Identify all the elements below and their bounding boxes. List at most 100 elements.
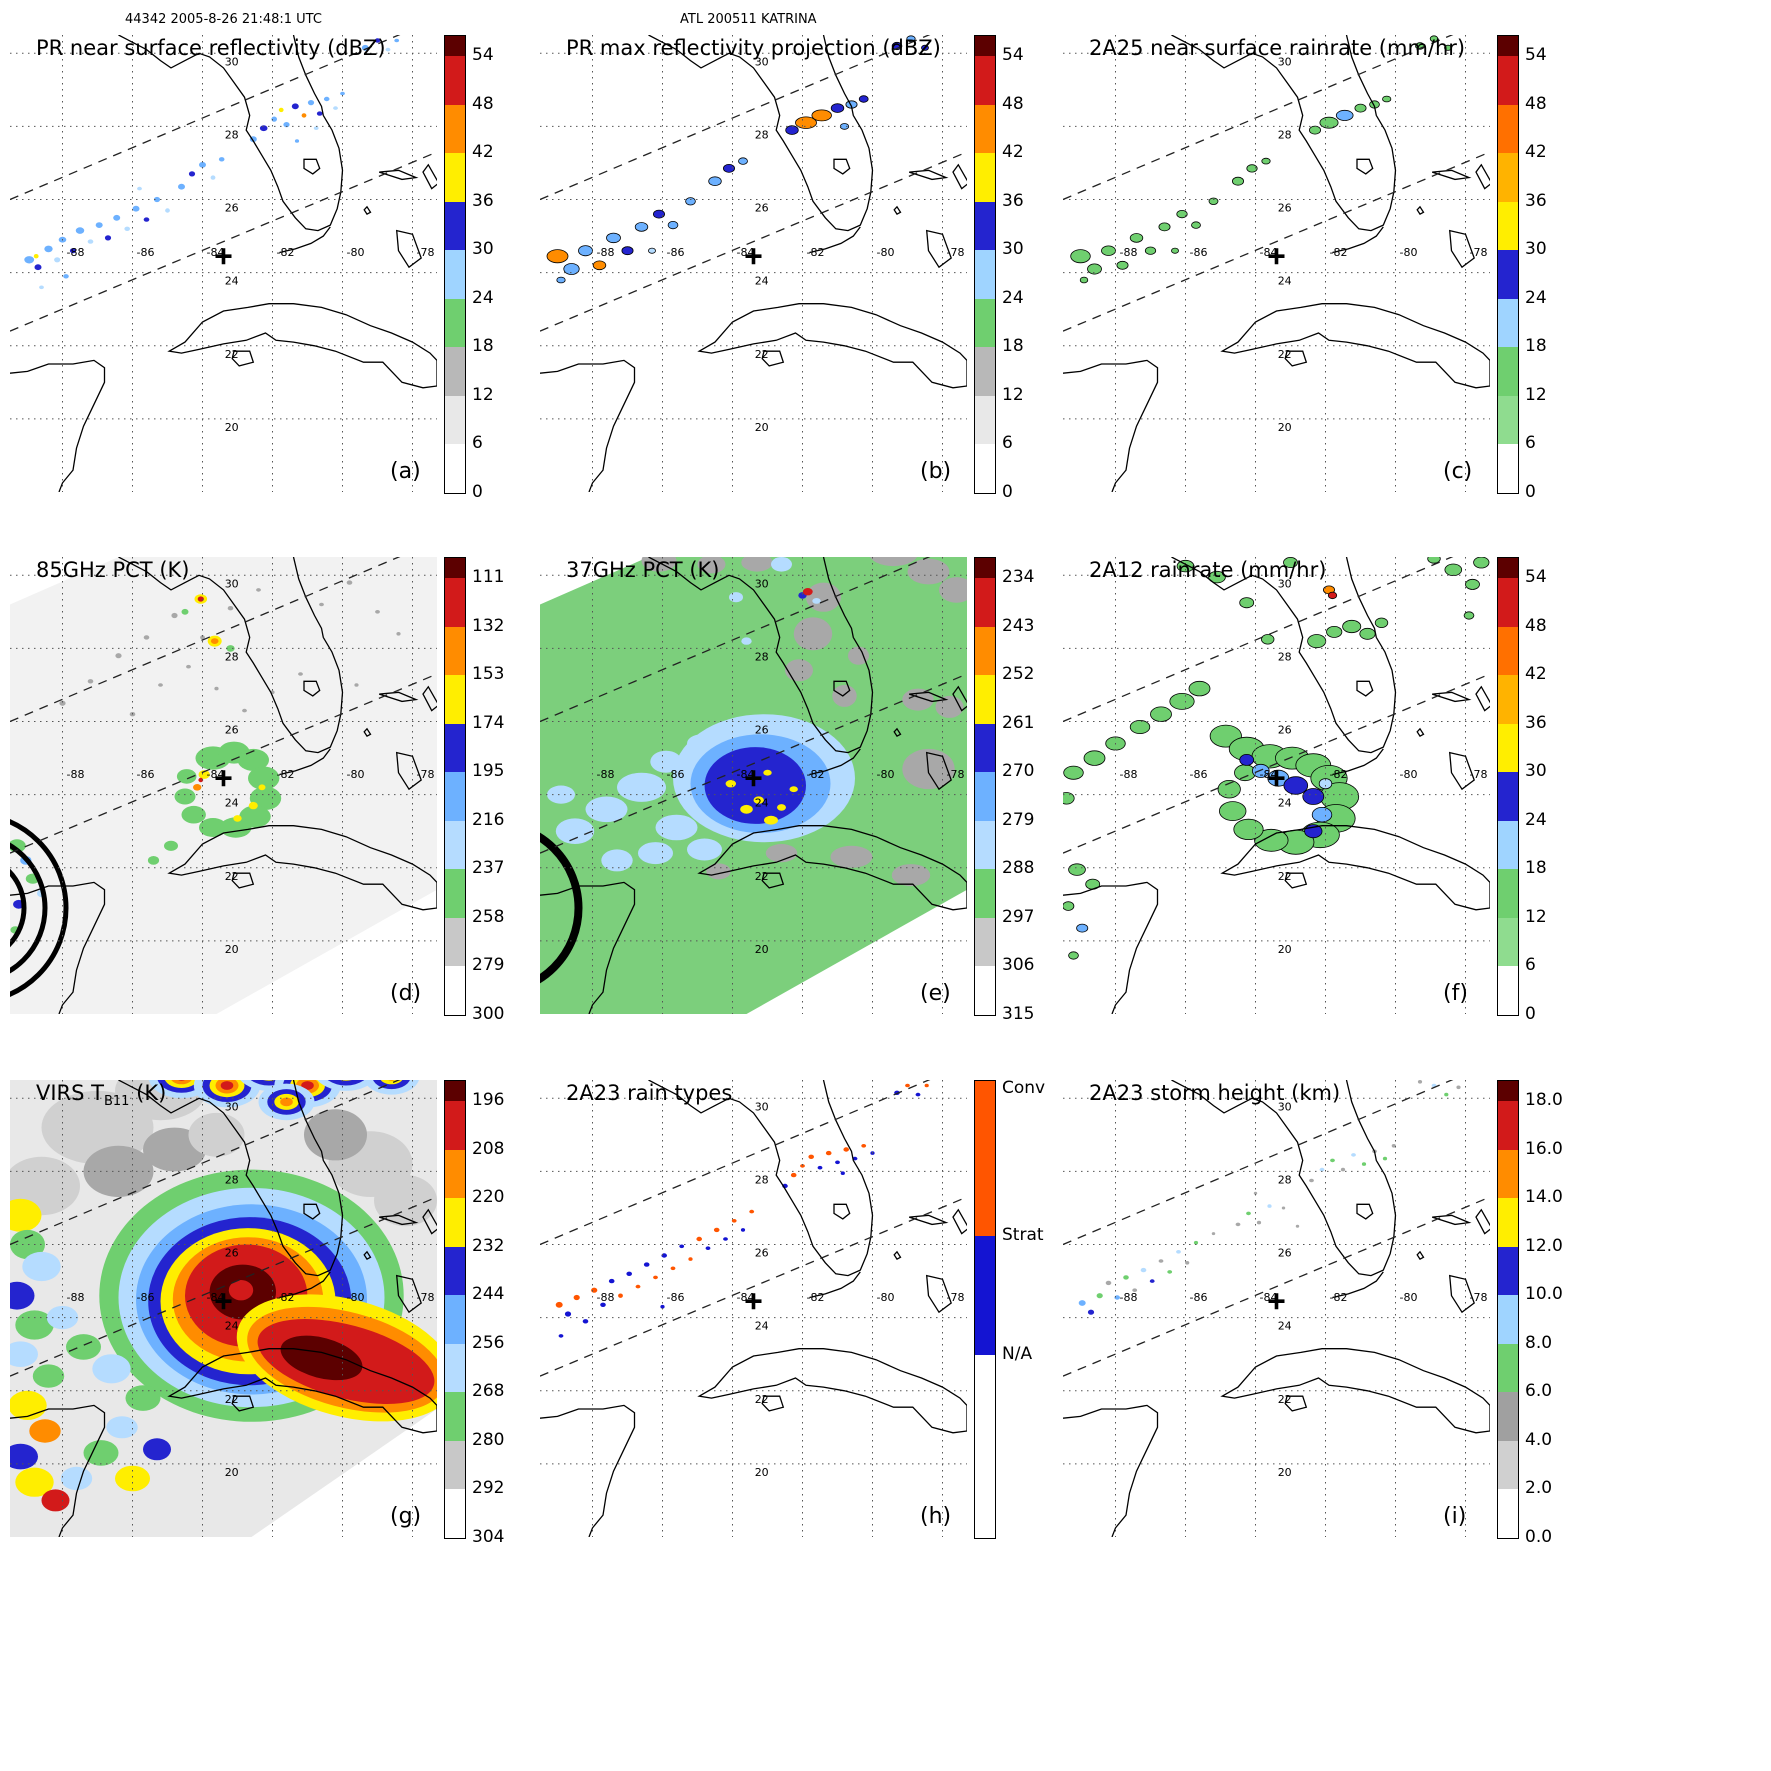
svg-text:28: 28 bbox=[755, 128, 769, 141]
colorbar-tick: 48 bbox=[472, 93, 494, 114]
svg-text:22: 22 bbox=[755, 1393, 769, 1406]
panel-c: -88 -86 -84 -82 -80 -78 20 22 24 26 28 30 2A25 near… bbox=[1063, 35, 1608, 520]
svg-text:30: 30 bbox=[1278, 1100, 1292, 1113]
colorbar bbox=[1497, 35, 1519, 494]
colorbar-tick: 54 bbox=[1525, 567, 1547, 587]
svg-text:24: 24 bbox=[755, 275, 769, 288]
svg-text:-80: -80 bbox=[877, 246, 895, 259]
colorbar bbox=[444, 557, 466, 1016]
svg-text:-88: -88 bbox=[597, 768, 615, 781]
colorbar bbox=[974, 1080, 996, 1539]
colorbar-tick: 24 bbox=[1525, 809, 1547, 830]
svg-text:26: 26 bbox=[755, 724, 769, 737]
svg-text:24: 24 bbox=[1278, 275, 1292, 288]
svg-text:-82: -82 bbox=[277, 768, 295, 781]
colorbar-tick: 14.0 bbox=[1525, 1187, 1563, 1208]
svg-text:20: 20 bbox=[755, 1466, 769, 1479]
colorbar-tick: 244 bbox=[472, 1284, 505, 1305]
colorbar-tick: 288 bbox=[1002, 858, 1035, 879]
colorbar-tick: 280 bbox=[472, 1429, 505, 1450]
svg-text:30: 30 bbox=[1278, 577, 1292, 590]
svg-text:28: 28 bbox=[1278, 650, 1292, 663]
colorbar-tick: 12 bbox=[1002, 384, 1024, 405]
svg-text:-88: -88 bbox=[1120, 768, 1138, 781]
colorbar-tick: 24 bbox=[1002, 287, 1024, 308]
svg-text:24: 24 bbox=[1278, 797, 1292, 810]
colorbar-tick: 261 bbox=[1002, 712, 1035, 733]
svg-text:30: 30 bbox=[225, 1100, 239, 1113]
svg-text:-88: -88 bbox=[67, 1291, 85, 1304]
colorbar-tick: 54 bbox=[1525, 45, 1547, 65]
svg-text:22: 22 bbox=[755, 348, 769, 361]
svg-text:30: 30 bbox=[225, 577, 239, 590]
colorbar-tick: 30 bbox=[1525, 761, 1547, 782]
colorbar-tick: 243 bbox=[1002, 615, 1035, 636]
colorbar-tick: 42 bbox=[1002, 142, 1024, 163]
svg-text:30: 30 bbox=[755, 1100, 769, 1113]
svg-text:28: 28 bbox=[755, 1173, 769, 1186]
svg-text:-78: -78 bbox=[947, 246, 965, 259]
colorbar-tick: 18 bbox=[1525, 336, 1547, 357]
svg-text:28: 28 bbox=[1278, 128, 1292, 141]
svg-text:-80: -80 bbox=[347, 768, 365, 781]
svg-text:24: 24 bbox=[225, 275, 239, 288]
panel-a: -88 -86 -84 -82 -80 -78 20 22 24 26 28 30 PR near s… bbox=[10, 35, 555, 520]
panel-e: -88 -86 -84 -82 -80 -78 20 22 24 26 28 30 37GHz PCT… bbox=[540, 557, 1085, 1042]
colorbar-tick: 0.0 bbox=[1525, 1527, 1553, 1547]
colorbar-tick: 36 bbox=[1525, 190, 1547, 211]
svg-text:22: 22 bbox=[1278, 1393, 1292, 1406]
svg-text:30: 30 bbox=[755, 55, 769, 68]
colorbar-tick: 270 bbox=[1002, 761, 1035, 782]
svg-text:-82: -82 bbox=[277, 1291, 295, 1304]
svg-text:28: 28 bbox=[755, 650, 769, 663]
svg-text:-78: -78 bbox=[1470, 246, 1488, 259]
svg-text:-82: -82 bbox=[807, 1291, 825, 1304]
colorbar-tick: 48 bbox=[1525, 93, 1547, 114]
colorbar-tick: 24 bbox=[1525, 287, 1547, 308]
svg-text:30: 30 bbox=[755, 577, 769, 590]
colorbar-tick: 18.0 bbox=[1525, 1090, 1563, 1110]
colorbar bbox=[444, 1080, 466, 1539]
colorbar bbox=[1497, 1080, 1519, 1539]
svg-text:-86: -86 bbox=[1190, 768, 1208, 781]
panel-b: -88 -86 -84 -82 -80 -78 20 22 24 26 28 30 PR max re… bbox=[540, 35, 1085, 520]
colorbar-tick: 12 bbox=[1525, 906, 1547, 927]
svg-text:26: 26 bbox=[1278, 1247, 1292, 1260]
svg-text:-88: -88 bbox=[597, 1291, 615, 1304]
colorbar-tick: 111 bbox=[472, 567, 505, 587]
svg-text:-88: -88 bbox=[1120, 246, 1138, 259]
panel-d: -88 -86 -84 -82 -80 -78 20 22 24 26 28 30 85GHz PCT… bbox=[10, 557, 555, 1042]
colorbar-tick: 304 bbox=[472, 1527, 505, 1547]
svg-text:22: 22 bbox=[225, 1393, 239, 1406]
svg-text:-78: -78 bbox=[1470, 1291, 1488, 1304]
svg-text:-82: -82 bbox=[1330, 768, 1348, 781]
colorbar-tick: 48 bbox=[1002, 93, 1024, 114]
colorbar-tick: 297 bbox=[1002, 906, 1035, 927]
colorbar-tick: 252 bbox=[1002, 664, 1035, 685]
svg-text:-86: -86 bbox=[667, 1291, 685, 1304]
colorbar-tick: 12.0 bbox=[1525, 1235, 1563, 1256]
svg-text:-82: -82 bbox=[807, 768, 825, 781]
colorbar-tick: 279 bbox=[472, 955, 505, 976]
svg-text:-80: -80 bbox=[347, 1291, 365, 1304]
panel-letter: (d) bbox=[390, 981, 422, 1006]
colorbar-tick: 18 bbox=[472, 336, 494, 357]
svg-text:-82: -82 bbox=[277, 246, 295, 259]
colorbar-tick: 0 bbox=[1525, 1004, 1536, 1024]
colorbar-tick: 36 bbox=[1002, 190, 1024, 211]
svg-text:26: 26 bbox=[225, 1247, 239, 1260]
colorbar-tick: 6 bbox=[1525, 433, 1536, 454]
panel-letter: (c) bbox=[1443, 459, 1473, 484]
svg-text:-78: -78 bbox=[417, 768, 435, 781]
svg-text:28: 28 bbox=[225, 1173, 239, 1186]
colorbar-tick: 6.0 bbox=[1525, 1381, 1553, 1402]
colorbar-tick: 220 bbox=[472, 1187, 505, 1208]
svg-text:20: 20 bbox=[755, 943, 769, 956]
svg-text:-80: -80 bbox=[877, 1291, 895, 1304]
panel-letter: (b) bbox=[920, 459, 952, 484]
